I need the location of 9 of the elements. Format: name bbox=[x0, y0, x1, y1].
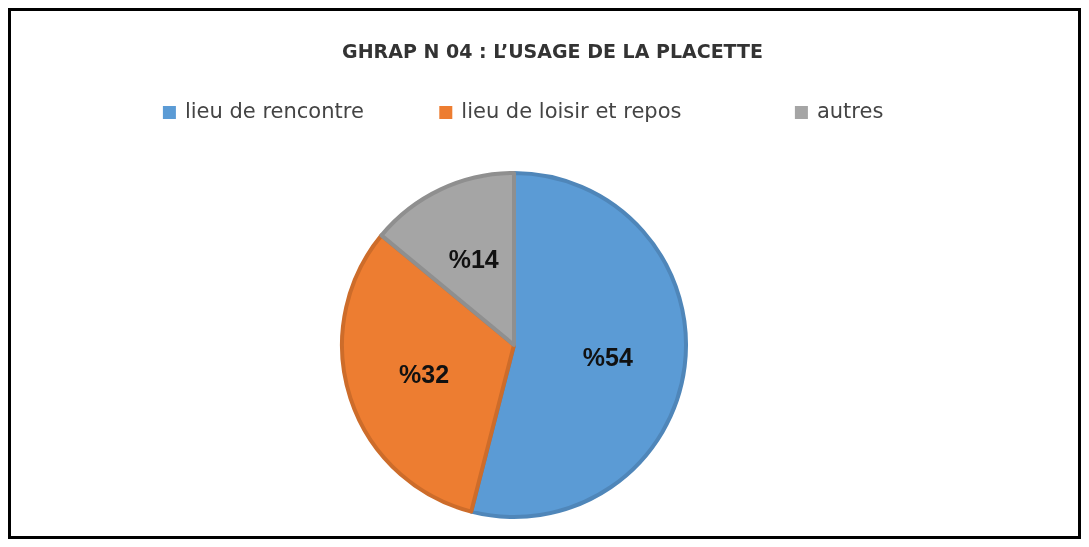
pie-slice bbox=[379, 171, 516, 347]
legend-label: autres bbox=[816, 99, 884, 123]
data-label: %54 bbox=[582, 342, 633, 371]
pie-slice bbox=[340, 233, 516, 514]
data-label: %32 bbox=[399, 360, 450, 389]
chart-title: GHRAP N 04 : L’USAGE DE LA PLACETTE bbox=[342, 40, 763, 62]
data-label: %14 bbox=[448, 245, 499, 274]
legend-label: lieu de rencontre bbox=[184, 99, 364, 123]
legend-label: lieu de loisir et repos bbox=[461, 99, 682, 123]
